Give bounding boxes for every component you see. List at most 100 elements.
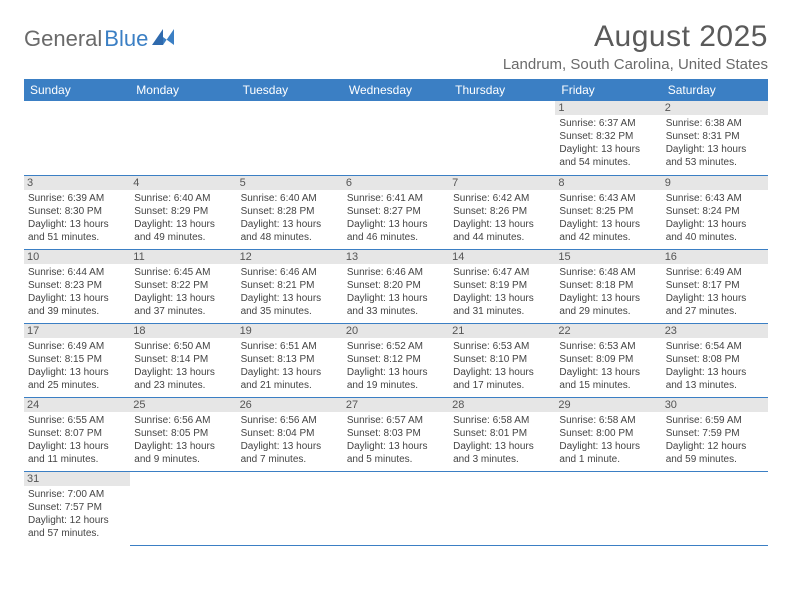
- day-details: Sunrise: 6:58 AMSunset: 8:01 PMDaylight:…: [453, 414, 551, 466]
- day-number: 9: [662, 176, 768, 190]
- daylight-text: Daylight: 13 hours and 21 minutes.: [241, 366, 339, 392]
- daylight-text: Daylight: 13 hours and 53 minutes.: [666, 143, 764, 169]
- sunrise-text: Sunrise: 6:53 AM: [453, 340, 551, 353]
- sunset-text: Sunset: 8:05 PM: [134, 427, 232, 440]
- sunrise-text: Sunrise: 6:51 AM: [241, 340, 339, 353]
- weekday-header-row: SundayMondayTuesdayWednesdayThursdayFrid…: [24, 79, 768, 101]
- daylight-text: Daylight: 13 hours and 1 minute.: [559, 440, 657, 466]
- calendar-day-cell: 23Sunrise: 6:54 AMSunset: 8:08 PMDayligh…: [662, 323, 768, 397]
- daylight-text: Daylight: 13 hours and 19 minutes.: [347, 366, 445, 392]
- sunset-text: Sunset: 8:26 PM: [453, 205, 551, 218]
- sunset-text: Sunset: 8:09 PM: [559, 353, 657, 366]
- sunset-text: Sunset: 8:28 PM: [241, 205, 339, 218]
- sunset-text: Sunset: 8:17 PM: [666, 279, 764, 292]
- day-number: 29: [555, 398, 661, 412]
- calendar-day-cell: 26 Sunrise: 6:56 AMSunset: 8:04 PMDayligh…: [237, 397, 343, 471]
- weekday-header: Monday: [130, 79, 236, 101]
- calendar-day-cell: 31Sunrise: 7:00 AMSunset: 7:57 PMDayligh…: [24, 471, 130, 545]
- calendar-day-cell: [662, 471, 768, 545]
- day-details: Sunrise: 6:56 AMSunset: 8:04 PMDaylight:…: [241, 414, 339, 466]
- calendar-day-cell: 17Sunrise: 6:49 AMSunset: 8:15 PMDayligh…: [24, 323, 130, 397]
- sunrise-text: Sunrise: 6:58 AM: [559, 414, 657, 427]
- daylight-text: Daylight: 13 hours and 9 minutes.: [134, 440, 232, 466]
- sunset-text: Sunset: 8:00 PM: [559, 427, 657, 440]
- calendar-day-cell: 24Sunrise: 6:55 AMSunset: 8:07 PMDayligh…: [24, 397, 130, 471]
- calendar-table: SundayMondayTuesdayWednesdayThursdayFrid…: [24, 79, 768, 546]
- sunset-text: Sunset: 8:22 PM: [134, 279, 232, 292]
- day-details: Sunrise: 6:52 AMSunset: 8:12 PMDaylight:…: [347, 340, 445, 392]
- calendar-week-row: 17Sunrise: 6:49 AMSunset: 8:15 PMDayligh…: [24, 323, 768, 397]
- day-number: 24: [24, 398, 130, 412]
- day-details: Sunrise: 6:50 AMSunset: 8:14 PMDaylight:…: [134, 340, 232, 392]
- sunset-text: Sunset: 8:15 PM: [28, 353, 126, 366]
- day-details: Sunrise: 6:59 AMSunset: 7:59 PMDaylight:…: [666, 414, 764, 466]
- sunrise-text: Sunrise: 6:55 AM: [28, 414, 126, 427]
- day-number: 11: [130, 250, 236, 264]
- sunset-text: Sunset: 8:04 PM: [241, 427, 339, 440]
- sunrise-text: Sunrise: 6:38 AM: [666, 117, 764, 130]
- title-block: August 2025 Landrum, South Carolina, Uni…: [503, 20, 768, 73]
- sunrise-text: Sunrise: 6:56 AM: [134, 414, 232, 427]
- day-details: Sunrise: 6:40 AMSunset: 8:28 PMDaylight:…: [241, 192, 339, 244]
- weekday-header: Saturday: [662, 79, 768, 101]
- calendar-week-row: 10Sunrise: 6:44 AMSunset: 8:23 PMDayligh…: [24, 249, 768, 323]
- calendar-day-cell: 2 Sunrise: 6:38 AMSunset: 8:31 PMDaylight…: [662, 101, 768, 175]
- calendar-day-cell: 27Sunrise: 6:57 AMSunset: 8:03 PMDayligh…: [343, 397, 449, 471]
- sunrise-text: Sunrise: 6:50 AM: [134, 340, 232, 353]
- day-number: 16: [662, 250, 768, 264]
- day-details: Sunrise: 6:56 AMSunset: 8:05 PMDaylight:…: [134, 414, 232, 466]
- sunset-text: Sunset: 8:07 PM: [28, 427, 126, 440]
- day-number: 18: [130, 324, 236, 338]
- day-number: 2: [662, 101, 768, 115]
- calendar-day-cell: 13Sunrise: 6:46 AMSunset: 8:20 PMDayligh…: [343, 249, 449, 323]
- day-details: Sunrise: 6:58 AMSunset: 8:00 PMDaylight:…: [559, 414, 657, 466]
- day-number: 6: [343, 176, 449, 190]
- calendar-day-cell: [449, 471, 555, 545]
- sunset-text: Sunset: 8:14 PM: [134, 353, 232, 366]
- day-number: 8: [555, 176, 661, 190]
- daylight-text: Daylight: 13 hours and 23 minutes.: [134, 366, 232, 392]
- calendar-day-cell: 1Sunrise: 6:37 AMSunset: 8:32 PMDaylight…: [555, 101, 661, 175]
- sunset-text: Sunset: 8:30 PM: [28, 205, 126, 218]
- calendar-day-cell: 16Sunrise: 6:49 AMSunset: 8:17 PMDayligh…: [662, 249, 768, 323]
- calendar-day-cell: 10Sunrise: 6:44 AMSunset: 8:23 PMDayligh…: [24, 249, 130, 323]
- day-number: 4: [130, 176, 236, 190]
- header-bar: General Blue August 2025 Landrum, South …: [24, 20, 768, 73]
- sunrise-text: Sunrise: 6:49 AM: [28, 340, 126, 353]
- calendar-day-cell: 28Sunrise: 6:58 AMSunset: 8:01 PMDayligh…: [449, 397, 555, 471]
- sunset-text: Sunset: 8:03 PM: [347, 427, 445, 440]
- logo-text-general: General: [24, 26, 102, 52]
- sunset-text: Sunset: 8:12 PM: [347, 353, 445, 366]
- weekday-header: Sunday: [24, 79, 130, 101]
- day-details: Sunrise: 6:43 AMSunset: 8:24 PMDaylight:…: [666, 192, 764, 244]
- sunrise-text: Sunrise: 6:41 AM: [347, 192, 445, 205]
- calendar-day-cell: [130, 471, 236, 545]
- day-number: 10: [24, 250, 130, 264]
- sunset-text: Sunset: 7:59 PM: [666, 427, 764, 440]
- sunrise-text: Sunrise: 6:49 AM: [666, 266, 764, 279]
- day-details: Sunrise: 6:45 AMSunset: 8:22 PMDaylight:…: [134, 266, 232, 318]
- daylight-text: Daylight: 13 hours and 39 minutes.: [28, 292, 126, 318]
- day-details: Sunrise: 6:43 AMSunset: 8:25 PMDaylight:…: [559, 192, 657, 244]
- sunset-text: Sunset: 8:27 PM: [347, 205, 445, 218]
- sunrise-text: Sunrise: 6:46 AM: [347, 266, 445, 279]
- day-number: 22: [555, 324, 661, 338]
- calendar-day-cell: 29 Sunrise: 6:58 AMSunset: 8:00 PMDayligh…: [555, 397, 661, 471]
- daylight-text: Daylight: 13 hours and 29 minutes.: [559, 292, 657, 318]
- calendar-day-cell: 9 Sunrise: 6:43 AMSunset: 8:24 PMDaylight…: [662, 175, 768, 249]
- day-details: Sunrise: 6:47 AMSunset: 8:19 PMDaylight:…: [453, 266, 551, 318]
- day-number: 26: [237, 398, 343, 412]
- daylight-text: Daylight: 13 hours and 3 minutes.: [453, 440, 551, 466]
- calendar-day-cell: 19Sunrise: 6:51 AMSunset: 8:13 PMDayligh…: [237, 323, 343, 397]
- calendar-day-cell: [555, 471, 661, 545]
- day-number: 23: [662, 324, 768, 338]
- day-number: 12: [237, 250, 343, 264]
- sunset-text: Sunset: 8:31 PM: [666, 130, 764, 143]
- calendar-day-cell: [343, 101, 449, 175]
- daylight-text: Daylight: 12 hours and 57 minutes.: [28, 514, 126, 540]
- daylight-text: Daylight: 13 hours and 25 minutes.: [28, 366, 126, 392]
- sunset-text: Sunset: 7:57 PM: [28, 501, 126, 514]
- calendar-day-cell: 15Sunrise: 6:48 AMSunset: 8:18 PMDayligh…: [555, 249, 661, 323]
- day-details: Sunrise: 6:41 AMSunset: 8:27 PMDaylight:…: [347, 192, 445, 244]
- sunrise-text: Sunrise: 6:56 AM: [241, 414, 339, 427]
